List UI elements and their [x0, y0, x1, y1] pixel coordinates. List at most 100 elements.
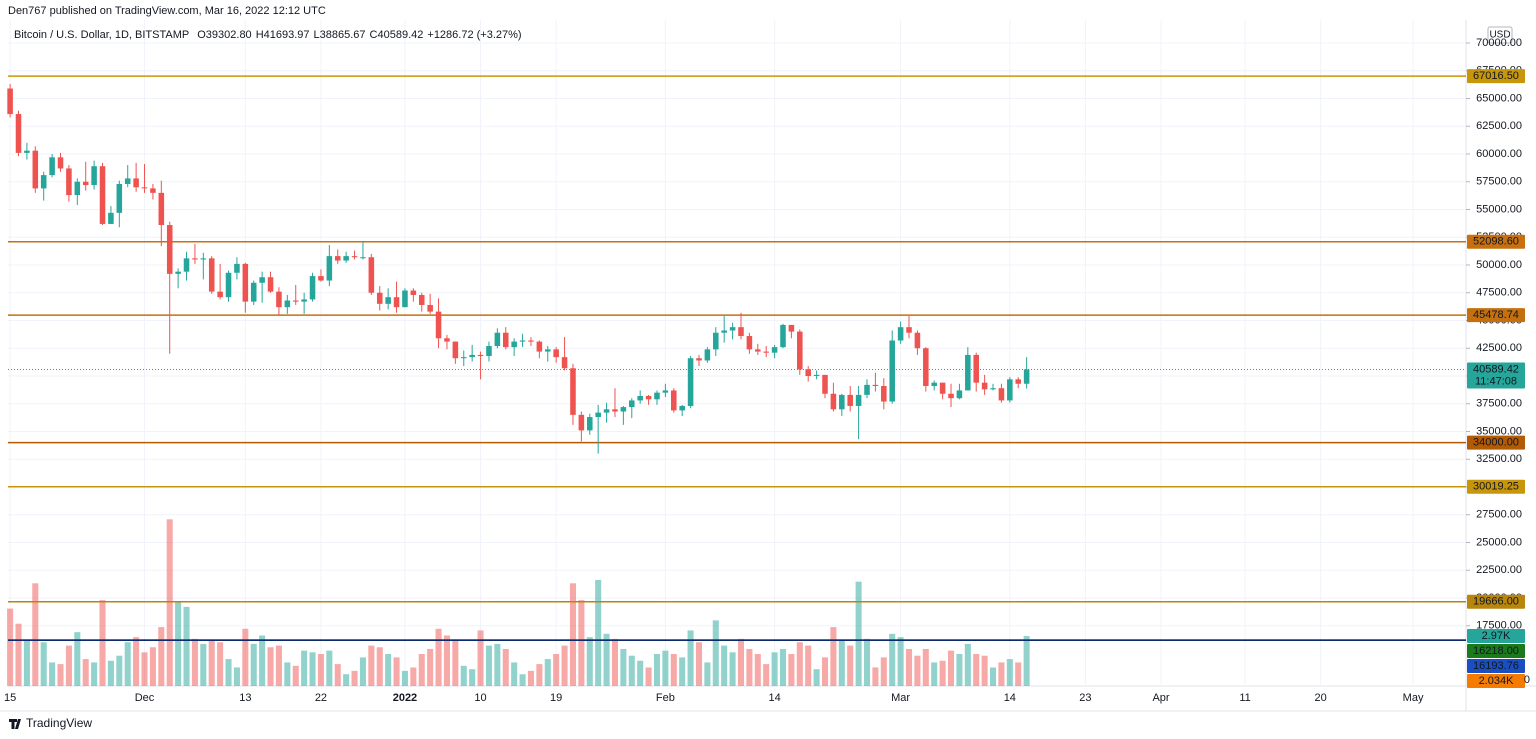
candle-body — [536, 341, 543, 352]
volume-bar — [233, 667, 240, 686]
volume-bar — [931, 662, 938, 686]
volume-bar — [99, 600, 106, 686]
candle-body — [242, 263, 249, 302]
y-tick-label: 47500.00 — [1476, 287, 1522, 299]
candle-body — [7, 88, 13, 115]
volume-bar — [754, 654, 761, 686]
y-tick-label: 55000.00 — [1476, 203, 1522, 215]
last-price-label: 40589.42 — [1473, 363, 1519, 375]
candle-body — [805, 369, 811, 376]
volume-bar — [191, 638, 198, 686]
plot — [7, 20, 1466, 686]
candle-body — [813, 374, 820, 376]
volume-bar — [889, 633, 896, 686]
candle-body — [183, 258, 190, 272]
candle-body — [376, 292, 383, 304]
candle-body — [981, 382, 988, 390]
brand: TradingView — [9, 716, 92, 730]
currency-box[interactable] — [1487, 26, 1513, 44]
candle-body — [561, 357, 568, 369]
currency: USD — [1489, 30, 1510, 41]
volume-bar — [1023, 635, 1030, 686]
candle-body — [721, 330, 727, 333]
candle-body — [49, 157, 55, 176]
candle-body — [881, 385, 887, 402]
volume-bar — [763, 664, 770, 686]
candle-body — [671, 390, 677, 411]
candle-body — [57, 157, 64, 169]
volume-bar — [208, 640, 215, 686]
volume-bar — [527, 670, 534, 686]
candle-body — [637, 395, 643, 401]
volume-bar — [544, 659, 551, 686]
candle-body — [192, 258, 198, 260]
volume-bar — [452, 640, 459, 686]
candle-body — [486, 346, 492, 357]
y-tick-label: 17500.00 — [1476, 620, 1522, 632]
volume-bar — [998, 662, 1005, 686]
candle-body — [763, 351, 769, 353]
y-tick-label: 60000.00 — [1476, 148, 1522, 160]
volume-bar — [57, 664, 64, 686]
x-tick-label: 19 — [550, 692, 562, 704]
y-tick-label: 57500.00 — [1476, 176, 1522, 188]
volume-bar — [746, 648, 753, 686]
candle-body — [116, 183, 123, 213]
published-line: Den767 published on TradingView.com, Mar… — [8, 5, 326, 17]
candle-body — [948, 393, 954, 399]
volume-bar — [292, 665, 299, 686]
x-tick-label: 15 — [4, 692, 16, 704]
volume-bar — [712, 620, 719, 686]
volume-bar — [603, 633, 610, 686]
volume-ma-label-bg — [1467, 673, 1525, 688]
volume-bar — [628, 655, 635, 686]
ohlc-value: 38865.67 — [320, 29, 366, 41]
level-label-bg — [1467, 308, 1525, 323]
volume-bar — [771, 652, 778, 686]
x-tick-label: 23 — [1079, 692, 1091, 704]
volume-last-label: 2.97K — [1482, 630, 1511, 642]
x-tick-label: May — [1403, 692, 1424, 704]
candle-body — [360, 257, 366, 259]
candle-body — [830, 393, 837, 410]
volume-bar — [376, 647, 383, 686]
candle-body — [469, 354, 475, 358]
candle-body — [780, 324, 786, 348]
candle-body — [729, 327, 736, 331]
volume-bar — [275, 645, 282, 686]
candle-body — [713, 332, 719, 350]
volume-bar — [779, 648, 787, 686]
candle-body — [864, 384, 870, 395]
volume-bar — [595, 579, 602, 686]
volume-bar — [679, 657, 686, 686]
candle-body — [595, 412, 601, 418]
candle-body — [511, 341, 517, 348]
volume-bar — [662, 650, 669, 686]
candle-body — [553, 349, 559, 358]
candle-body — [108, 212, 114, 224]
candle-body — [998, 388, 1005, 401]
y-tick-label: 35000.00 — [1476, 425, 1522, 437]
volume-bar — [326, 650, 333, 686]
ohlc-value: 39302.80 — [206, 29, 252, 41]
ohlc-key: C — [370, 29, 378, 41]
volume-bar — [242, 628, 249, 686]
candle-body — [225, 272, 232, 298]
volume-bar — [981, 655, 988, 686]
candle-body — [250, 282, 257, 302]
candle-body — [923, 348, 929, 386]
volume-bar — [7, 608, 14, 686]
level-label-bg — [1467, 594, 1525, 609]
volume-bar — [569, 583, 576, 686]
volume-bar — [124, 642, 131, 686]
candle-body — [629, 400, 635, 408]
candle-body — [133, 178, 139, 188]
candle-body — [368, 257, 375, 293]
candle-body — [662, 390, 669, 393]
candle-body — [477, 354, 484, 357]
volume-bar — [116, 655, 123, 686]
volume-bar — [553, 654, 560, 686]
y-tick-label: 22500.00 — [1476, 564, 1522, 576]
candle-body — [839, 394, 845, 410]
volume-bar — [502, 648, 509, 686]
